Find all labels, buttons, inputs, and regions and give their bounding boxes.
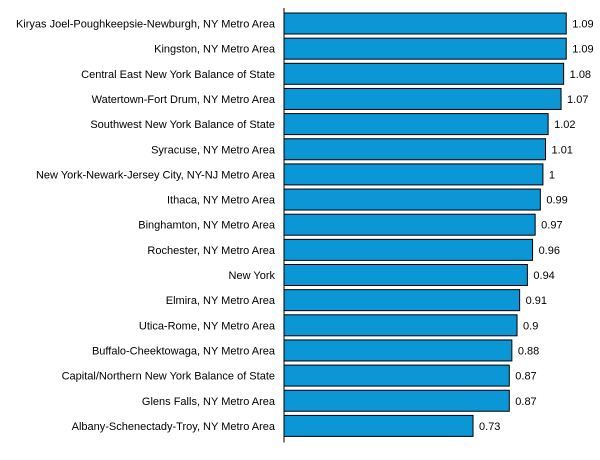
category-label: Watertown-Fort Drum, NY Metro Area [92, 94, 276, 106]
bar [283, 138, 547, 161]
value-label: 0.91 [526, 295, 547, 307]
category-label: Capital/Northern New York Balance of Sta… [62, 371, 275, 383]
value-label: 0.87 [515, 371, 536, 383]
category-label: Southwest New York Balance of State [90, 119, 275, 131]
value-label: 1.07 [567, 94, 588, 106]
value-label: 0.87 [515, 396, 536, 408]
value-label: 1.01 [552, 144, 573, 156]
value-label: 0.94 [533, 270, 554, 282]
bar [283, 364, 510, 387]
category-label: Glens Falls, NY Metro Area [142, 396, 276, 408]
category-label: Albany-Schenectady-Troy, NY Metro Area [72, 421, 276, 433]
value-label: 1.09 [572, 19, 593, 31]
value-label: 0.99 [546, 195, 567, 207]
bar [283, 62, 565, 85]
category-label: Kingston, NY Metro Area [154, 44, 276, 56]
category-label: Central East New York Balance of State [81, 69, 275, 81]
bar [283, 12, 567, 35]
category-label: Buffalo-Cheektowaga, NY Metro Area [92, 345, 276, 357]
bar [283, 414, 474, 437]
bar [283, 188, 541, 211]
bar [283, 264, 528, 286]
bar [283, 213, 536, 236]
bar [283, 314, 518, 337]
category-label: Binghamton, NY Metro Area [138, 220, 276, 232]
value-label: 1 [549, 169, 555, 181]
value-label: 1.08 [570, 69, 591, 81]
value-label: 0.9 [523, 320, 538, 332]
bar [283, 289, 521, 312]
bar [283, 113, 549, 136]
bar [283, 389, 510, 412]
category-label: Rochester, NY Metro Area [147, 245, 275, 257]
bar [283, 238, 534, 261]
value-label: 0.97 [541, 220, 562, 232]
value-labels: 1.09 1.09 1.08 1.07 1.02 1.01 1 0.99 0.97 0.96 0.9… [479, 19, 594, 433]
category-label: Elmira, NY Metro Area [166, 295, 276, 307]
bar [283, 339, 513, 362]
value-label: 1.09 [572, 44, 593, 56]
bar [283, 163, 544, 186]
category-label: New York-Newark-Jersey City, NY-NJ Metro… [36, 169, 276, 181]
value-label: 0.73 [479, 421, 500, 433]
bar [283, 87, 562, 110]
category-label: Syracuse, NY Metro Area [151, 144, 276, 156]
category-label: Ithaca, NY Metro Area [167, 195, 276, 207]
category-label: Utica-Rome, NY Metro Area [139, 320, 276, 332]
bar [283, 37, 567, 60]
category-label: New York [229, 270, 276, 282]
value-label: 0.96 [539, 245, 560, 257]
value-label: 0.88 [518, 345, 539, 357]
category-labels: Kiryas Joel-Poughkeepsie-Newburgh, NY Me… [16, 19, 276, 433]
value-label: 1.02 [554, 119, 575, 131]
category-label: Kiryas Joel-Poughkeepsie-Newburgh, NY Me… [16, 19, 276, 31]
